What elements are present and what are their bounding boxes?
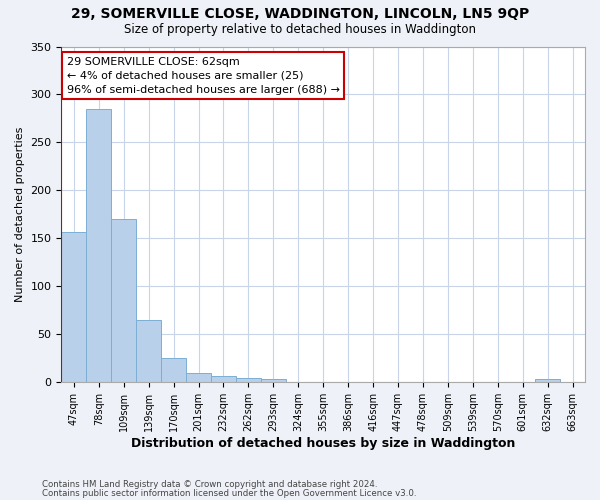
Y-axis label: Number of detached properties: Number of detached properties	[15, 126, 25, 302]
Text: 29 SOMERVILLE CLOSE: 62sqm
← 4% of detached houses are smaller (25)
96% of semi-: 29 SOMERVILLE CLOSE: 62sqm ← 4% of detac…	[67, 56, 340, 94]
Text: 29, SOMERVILLE CLOSE, WADDINGTON, LINCOLN, LN5 9QP: 29, SOMERVILLE CLOSE, WADDINGTON, LINCOL…	[71, 8, 529, 22]
Bar	[186, 373, 211, 382]
Bar	[161, 358, 186, 382]
Bar	[61, 232, 86, 382]
X-axis label: Distribution of detached houses by size in Waddington: Distribution of detached houses by size …	[131, 437, 515, 450]
Bar	[535, 378, 560, 382]
Text: Contains HM Land Registry data © Crown copyright and database right 2024.: Contains HM Land Registry data © Crown c…	[42, 480, 377, 489]
Bar	[261, 378, 286, 382]
Bar	[136, 320, 161, 382]
Bar	[236, 378, 261, 382]
Bar	[111, 219, 136, 382]
Bar	[211, 376, 236, 382]
Bar	[86, 109, 111, 382]
Text: Size of property relative to detached houses in Waddington: Size of property relative to detached ho…	[124, 22, 476, 36]
Text: Contains public sector information licensed under the Open Government Licence v3: Contains public sector information licen…	[42, 488, 416, 498]
